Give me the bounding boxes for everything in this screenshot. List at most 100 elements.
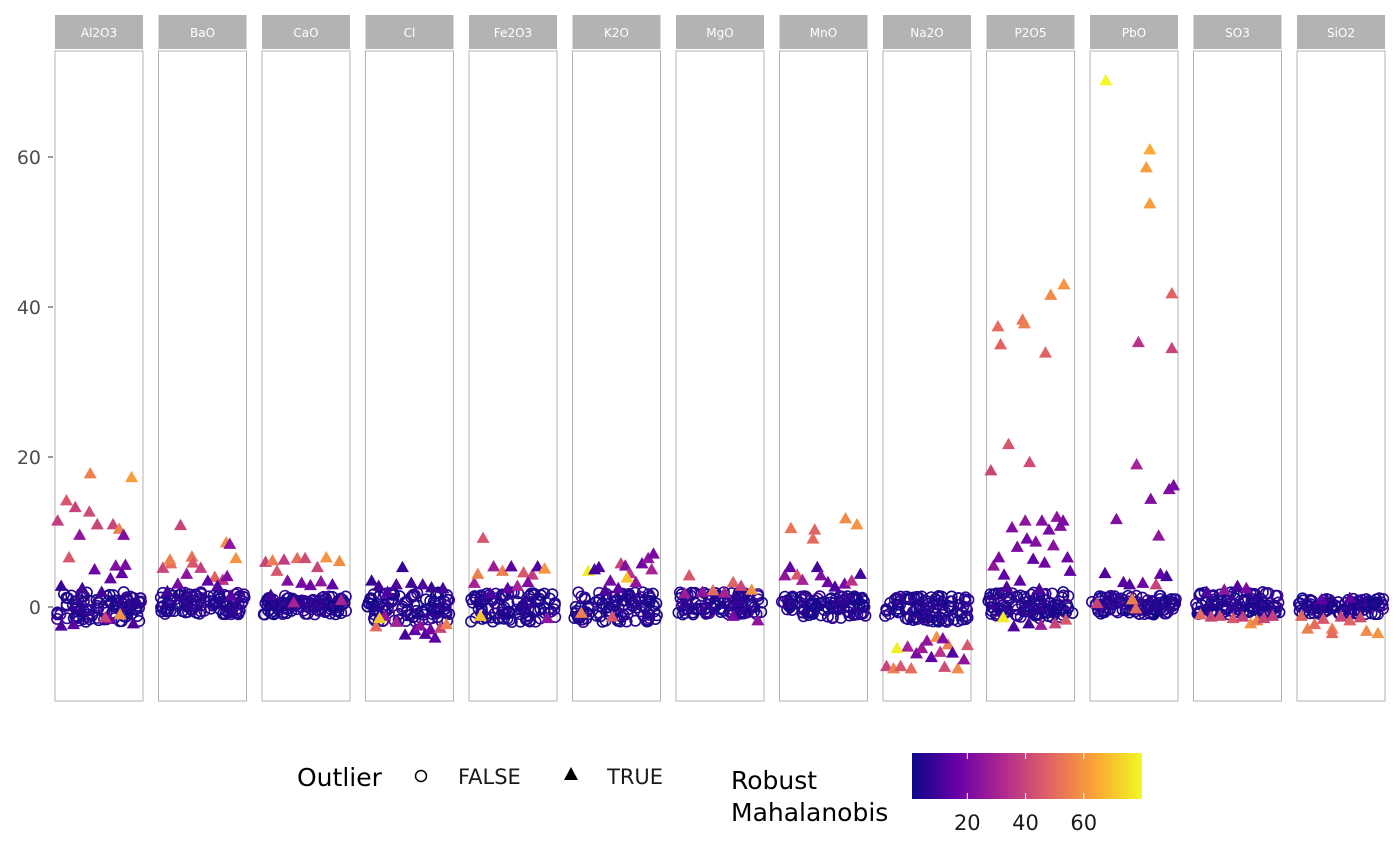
point-circle xyxy=(1256,599,1269,612)
point-triangle xyxy=(1010,540,1024,552)
point-triangle xyxy=(281,574,295,586)
point-circle xyxy=(125,607,138,620)
point-triangle xyxy=(603,574,617,586)
point-triangle xyxy=(66,617,80,630)
point-triangle xyxy=(957,653,971,665)
point-circle xyxy=(194,586,207,599)
point-circle xyxy=(936,608,949,621)
point-triangle xyxy=(997,568,1011,580)
point-circle xyxy=(416,605,429,618)
point-triangle xyxy=(1136,576,1150,588)
non-outlier-points xyxy=(1293,592,1390,621)
point-circle xyxy=(910,611,923,624)
point-triangle xyxy=(115,566,129,579)
point-triangle xyxy=(381,585,394,597)
point-circle xyxy=(700,607,713,620)
point-circle xyxy=(327,599,340,612)
point-triangle xyxy=(1343,614,1357,626)
point-circle xyxy=(362,596,375,609)
colorbar-tick-label: 20 xyxy=(954,811,981,835)
point-triangle xyxy=(992,551,1006,563)
point-triangle xyxy=(1063,564,1077,576)
point-circle xyxy=(1020,604,1033,617)
point-circle xyxy=(830,601,843,614)
point-triangle xyxy=(118,558,132,570)
point-triangle xyxy=(1165,287,1179,299)
point-triangle xyxy=(924,650,938,663)
point-triangle xyxy=(1239,581,1253,594)
point-circle xyxy=(298,594,311,607)
facet-strip-label: SO3 xyxy=(1225,26,1250,40)
facet-panels: Al2O3 BaO CaO Cl Fe2O3 K2O MgO MnO Na2O P2O5 PbO SO… xyxy=(51,15,1390,702)
y-tick-label: 40 xyxy=(17,297,41,319)
facet-strip xyxy=(883,15,971,49)
point-triangle xyxy=(1143,143,1157,155)
point-circle xyxy=(1017,590,1030,603)
point-triangle xyxy=(83,467,97,479)
point-triangle xyxy=(1334,610,1348,622)
point-triangle xyxy=(126,617,140,629)
point-triangle xyxy=(487,560,501,572)
point-triangle xyxy=(938,660,952,672)
facet-cl: Cl xyxy=(361,15,456,702)
point-triangle xyxy=(106,518,120,530)
point-triangle xyxy=(325,578,339,590)
point-circle xyxy=(1269,589,1282,602)
point-triangle xyxy=(821,575,835,588)
point-triangle xyxy=(1056,514,1070,526)
point-triangle xyxy=(1109,512,1123,525)
point-triangle xyxy=(795,573,809,585)
point-circle xyxy=(952,592,965,605)
point-triangle xyxy=(1026,552,1040,564)
point-triangle xyxy=(51,514,65,526)
point-triangle xyxy=(806,532,820,544)
point-circle xyxy=(84,604,97,617)
point-triangle xyxy=(395,560,409,573)
point-triangle xyxy=(75,581,89,594)
y-tick-label: 20 xyxy=(17,447,41,469)
point-circle xyxy=(62,592,75,605)
point-circle xyxy=(1272,596,1285,609)
point-triangle xyxy=(125,470,139,483)
outlier-points xyxy=(984,278,1077,632)
point-triangle xyxy=(984,464,998,476)
point-triangle xyxy=(1143,197,1157,209)
point-triangle xyxy=(1204,610,1218,622)
point-triangle xyxy=(90,518,104,530)
facet-cao: CaO xyxy=(257,15,352,702)
point-triangle xyxy=(646,547,660,559)
facet-mgo: MgO xyxy=(672,15,769,702)
point-circle xyxy=(317,590,330,603)
point-circle xyxy=(71,605,84,618)
point-circle xyxy=(484,611,497,624)
point-triangle xyxy=(695,585,709,597)
outlier-points xyxy=(51,467,140,631)
point-triangle xyxy=(1149,578,1163,590)
point-triangle xyxy=(264,588,278,600)
point-circle xyxy=(932,589,945,602)
point-triangle xyxy=(531,560,545,572)
point-triangle xyxy=(473,609,487,621)
point-circle xyxy=(546,588,559,601)
point-triangle xyxy=(266,554,280,566)
facet-strip xyxy=(1193,15,1282,49)
point-circle xyxy=(324,607,337,620)
legend: Outlier FALSE TRUE Robust Mahalanobis 20… xyxy=(297,753,1142,835)
point-triangle xyxy=(1038,556,1052,568)
facet-strip xyxy=(365,15,454,49)
facet-panel xyxy=(1296,50,1386,702)
point-triangle xyxy=(54,619,68,631)
point-triangle xyxy=(483,587,497,599)
point-triangle xyxy=(1244,617,1258,629)
point-circle xyxy=(133,596,146,609)
colorbar-tick-label: 40 xyxy=(1012,811,1039,835)
facet-strip xyxy=(676,15,764,49)
point-circle xyxy=(60,598,73,611)
non-outlier-points xyxy=(568,586,663,628)
point-triangle xyxy=(185,550,199,562)
point-triangle xyxy=(1022,617,1036,629)
point-triangle xyxy=(1013,574,1027,586)
point-circle xyxy=(786,598,799,611)
point-triangle xyxy=(808,523,822,535)
point-circle xyxy=(527,587,540,600)
